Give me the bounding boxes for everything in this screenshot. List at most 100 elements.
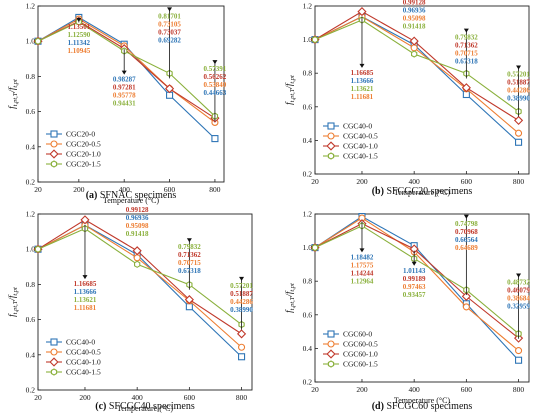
y-tick-label: 0.4	[303, 136, 313, 145]
annotation-value: 0.96936	[126, 214, 149, 222]
y-tick-label: 0.2	[26, 178, 36, 187]
annotation-value: 0.64689	[455, 244, 478, 252]
caption-text: SFCGC20 specimens	[386, 186, 472, 197]
plot-frame	[314, 5, 530, 175]
y-tick-label: 0.4	[26, 350, 36, 359]
panel-caption: (b) SFCGC20 specimens	[372, 186, 473, 197]
annotation-value: 1.13501	[67, 23, 90, 31]
x-tick-label: 200	[356, 385, 368, 394]
legend-marker	[327, 152, 335, 160]
legend-label: CGC40-1.5	[343, 152, 378, 161]
legend-label: CGC40-0.5	[66, 348, 101, 357]
y-tick-label: 0.8	[26, 72, 36, 81]
caption-letter: (a)	[86, 190, 100, 201]
annotation-value: 0.91418	[403, 22, 426, 30]
legend-label: CGC60-1.5	[343, 360, 378, 369]
data-point-CGC40-1.0-800	[513, 115, 524, 126]
x-axis-label: Temperature (°C)	[117, 404, 174, 413]
annotation-value: 1.11342	[68, 39, 91, 47]
legend-label: CGC20-0	[66, 130, 95, 139]
data-point-CGC40-0.5-800	[238, 343, 246, 351]
data-point-CGC20-1.0-600	[164, 84, 175, 94]
y-axis-label: ft,pt,T/ft,pt	[284, 283, 296, 313]
data-point-CGC40-0-800	[515, 138, 523, 146]
x-tick-label: 600	[461, 385, 473, 394]
annotation-value: 1.10945	[67, 47, 90, 55]
x-tick-label: 20	[34, 185, 42, 194]
legend-label: CGC40-0	[343, 122, 372, 131]
data-point-CGC60-0.5-800	[515, 347, 523, 355]
annotation-value: 1.11681	[74, 304, 97, 312]
legend-marker	[50, 338, 58, 346]
x-tick-label: 400	[119, 185, 131, 194]
x-tick-label: 600	[461, 177, 473, 186]
x-tick-label: 800	[513, 177, 525, 186]
legend-marker	[327, 122, 335, 130]
annotation-value: 0.95098	[126, 222, 149, 230]
annotation-value: 1.12590	[67, 31, 90, 39]
y-tick-label: 1.0	[303, 35, 313, 44]
y-tick-label: 0.6	[26, 315, 36, 324]
annotation-arrow-head	[212, 60, 218, 65]
annotation-value: 0.32959	[507, 303, 530, 311]
annotation-value: 0.44663	[204, 89, 227, 97]
data-point-CGC40-1.0-200	[357, 6, 367, 17]
data-point-CGC40-1.5-400	[411, 50, 418, 58]
x-tick-label: 400	[409, 177, 421, 186]
legend-marker	[50, 348, 58, 356]
annotation-value: 0.94431	[113, 100, 136, 108]
annotation-value: 1.13621	[351, 85, 374, 93]
annotation-value: 1.16685	[351, 69, 374, 77]
annotation-value: 0.71362	[178, 251, 201, 259]
annotation-arrow-head	[82, 275, 88, 280]
data-point-CGC40-1.5-20	[311, 35, 319, 44]
data-point-CGC40-1.0-600	[461, 83, 471, 93]
legend-label: CGC60-1.0	[343, 350, 378, 359]
caption-text: SFCGC40 specimens	[109, 401, 195, 412]
y-tick-label: 1.2	[303, 2, 313, 11]
panel-caption: (c) SFCGC40 specimens	[95, 401, 195, 412]
data-point-CGC40-1.5-20	[34, 245, 42, 253]
legend-label: CGC20-1.0	[66, 150, 101, 159]
legend-marker	[327, 340, 335, 348]
x-tick-label: 20	[311, 385, 319, 394]
annotation-arrow-head	[167, 7, 173, 12]
legend-marker	[50, 368, 58, 376]
annotation-value: 0.56262	[204, 73, 227, 81]
annotation-value: 0.57391	[204, 65, 227, 73]
annotation-arrow-head	[516, 65, 522, 70]
x-axis-label: Temperature (°C)	[103, 196, 160, 205]
data-point-CGC40-0-600	[185, 303, 193, 311]
annotation-arrow-head	[463, 214, 469, 219]
legend-marker	[50, 160, 58, 168]
data-point-CGC40-0-800	[238, 353, 246, 361]
y-tick-label: 0.8	[303, 277, 313, 286]
data-point-CGC20-1.5-20	[34, 37, 42, 45]
y-tick-label: 1.2	[26, 2, 36, 11]
chart-panel-0: 0.2 0.4 0.6 0.8 1.0 1.2 20 200 400 600 800 Temperat…	[7, 2, 227, 206]
annotation-value: 0.81701	[158, 12, 181, 20]
data-point-CGC40-1.0-400	[132, 246, 142, 256]
y-tick-label: 1.0	[26, 37, 36, 46]
legend-marker	[326, 141, 336, 151]
annotation-value: 0.70968	[455, 228, 478, 236]
caption-letter: (b)	[372, 186, 387, 197]
legend-label: CGC60-0.5	[343, 340, 378, 349]
x-tick-label: 200	[356, 177, 368, 186]
legend-marker	[326, 349, 336, 359]
series-line-CGC40-0.5	[314, 16, 519, 134]
y-tick-label: 0.4	[26, 142, 36, 151]
data-point-CGC20-0-800	[211, 135, 219, 143]
annotation-arrow-head	[411, 261, 417, 266]
annotation-value: 0.99128	[403, 0, 426, 6]
x-tick-label: 800	[513, 385, 525, 394]
annotation-value: 0.46079	[507, 287, 530, 295]
data-point-CGC40-0.5-400	[133, 254, 141, 262]
annotation-value: 0.93457	[403, 291, 426, 299]
legend-marker	[50, 140, 58, 148]
annotation-value: 0.38990	[507, 95, 530, 103]
annotation-value: 0.70715	[178, 259, 201, 267]
annotation-value: 0.69282	[158, 36, 181, 44]
plot-frame	[314, 213, 530, 383]
